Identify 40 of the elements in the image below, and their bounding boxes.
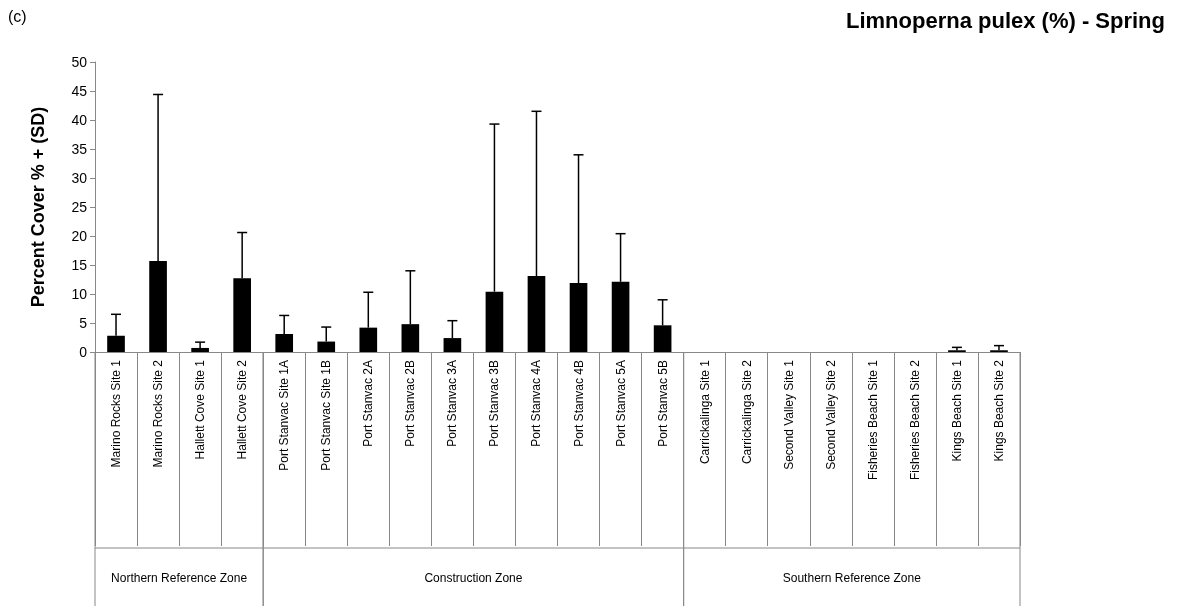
y-tick-label: 35 <box>71 141 88 157</box>
y-tick-label: 45 <box>71 83 88 99</box>
x-tick-label: Marino Rocks Site 2 <box>151 359 166 468</box>
y-tick-label: 40 <box>71 112 88 128</box>
x-tick-label: Fisheries Beach Site 2 <box>907 359 922 481</box>
y-tick-label: 20 <box>71 228 88 244</box>
x-tick-label: Marino Rocks Site 1 <box>109 359 124 468</box>
x-tick-label: Port Stanvac 2A <box>361 360 376 447</box>
x-tick-label: Port Stanvac 3B <box>487 360 502 447</box>
y-tick-label: 25 <box>71 199 88 215</box>
y-axis-title: Percent Cover % + (SD) <box>28 106 48 308</box>
x-tick-label: Hallett Cove Site 2 <box>235 359 250 460</box>
y-tick-label: 15 <box>71 257 88 273</box>
x-tick-label: Port Stanvac 3A <box>445 360 460 447</box>
x-tick-label: Hallett Cove Site 1 <box>193 359 208 460</box>
chart-title: Limnoperna pulex (%) - Spring <box>845 7 1165 33</box>
x-tick-label: Carrickalinga Site 2 <box>739 359 754 465</box>
x-tick-label: Port Stanvac 5B <box>655 360 670 447</box>
x-tick-label: Kings Beach Site 1 <box>949 359 964 462</box>
y-tick-label: 30 <box>71 170 88 186</box>
text: Construction Zone <box>424 571 523 585</box>
y-tick-label: 10 <box>71 286 88 302</box>
x-tick-label: Port Stanvac 4B <box>571 360 586 447</box>
x-tick-label: Second Valley Site 2 <box>823 359 838 470</box>
x-tick-label: Port Stanvac 5A <box>613 360 628 447</box>
text: Southern Reference Zone <box>782 571 922 585</box>
x-tick-label: Port Stanvac Site 1B <box>319 360 334 471</box>
bar <box>191 347 209 352</box>
text: Northern Reference Zone <box>111 571 248 585</box>
x-tick-label: Kings Beach Site 2 <box>991 359 1006 462</box>
x-tick-label: Fisheries Beach Site 1 <box>865 359 880 481</box>
x-tick-label: Carrickalinga Site 1 <box>697 359 712 465</box>
y-tick-label: 5 <box>79 315 88 331</box>
x-tick-label: Second Valley Site 1 <box>781 359 796 470</box>
x-tick-label: Port Stanvac 4A <box>529 360 544 447</box>
y-tick-label: 50 <box>71 54 88 70</box>
x-tick-label: Port Stanvac 2B <box>403 360 418 447</box>
y-tick-label: 0 <box>79 344 88 360</box>
x-tick-label: Port Stanvac Site 1A <box>277 360 292 471</box>
text: (c) <box>8 7 27 25</box>
